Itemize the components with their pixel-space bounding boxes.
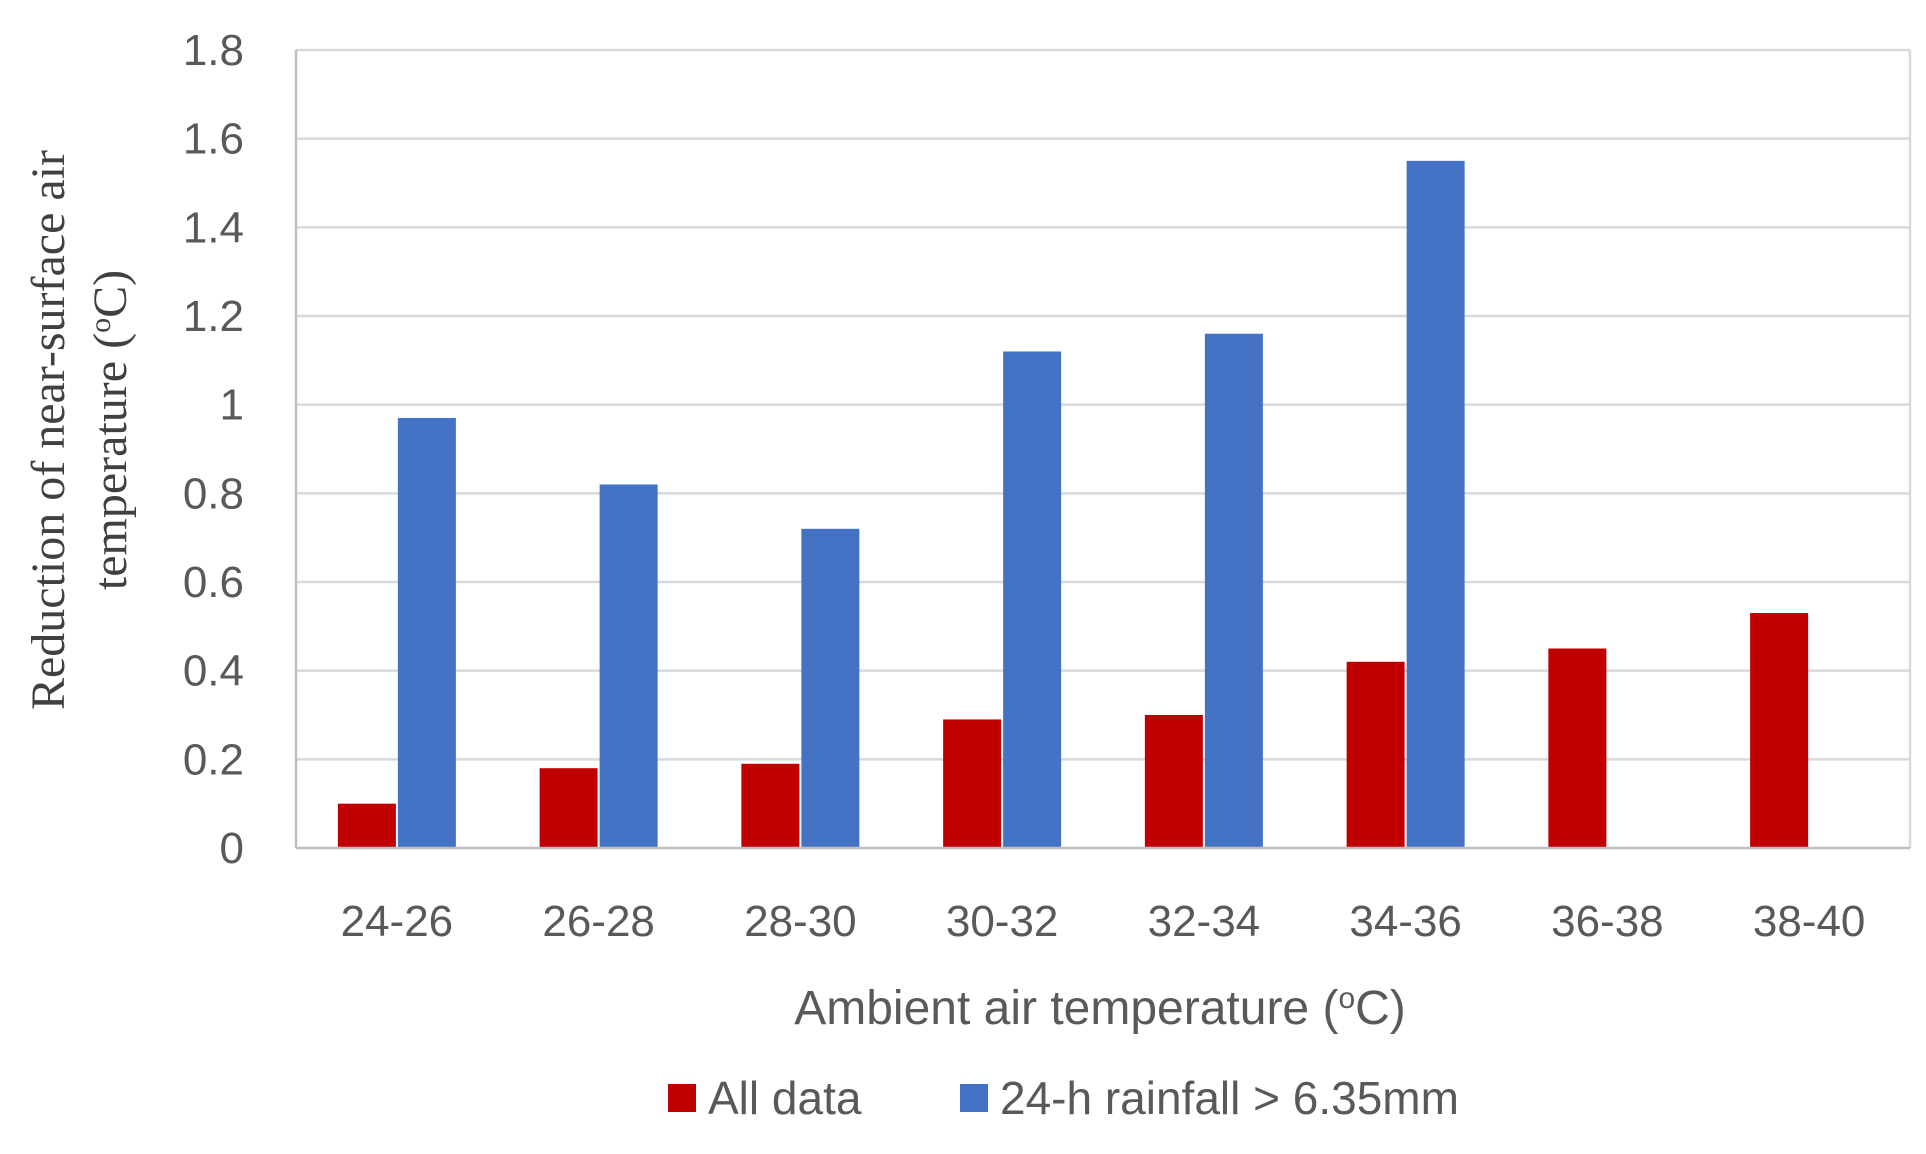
y-tick-label: 1.4 bbox=[183, 203, 244, 252]
legend: All data 24-h rainfall > 6.35mm bbox=[668, 1072, 1459, 1124]
y-tick-label: 0.8 bbox=[183, 469, 244, 518]
y-axis-title-line1: Reduction of near-surface air bbox=[22, 150, 75, 710]
bar-all-data-24-26 bbox=[337, 803, 396, 848]
bar-all-data-30-32 bbox=[943, 719, 1002, 848]
x-tick-label: 34-36 bbox=[1349, 897, 1462, 946]
bar-all-data-26-28 bbox=[539, 768, 598, 848]
y-tick-label: 0.6 bbox=[183, 558, 244, 607]
y-tick-label: 0.2 bbox=[183, 735, 244, 784]
bar-all-data-32-34 bbox=[1144, 715, 1203, 848]
y-tick-labels: 0 0.2 0.4 0.6 0.8 1 1.2 1.4 1.6 1.8 bbox=[183, 26, 244, 873]
y-tick-label: 1.6 bbox=[183, 115, 244, 164]
bar-rainfall-34-36 bbox=[1406, 160, 1465, 849]
bar-rainfall-32-34 bbox=[1204, 333, 1263, 848]
y-axis-title: Reduction of near-surface air temperatur… bbox=[22, 150, 137, 710]
bar-all-data-38-40 bbox=[1750, 613, 1809, 848]
bar-all-data-28-30 bbox=[741, 763, 800, 848]
x-tick-label: 38-40 bbox=[1753, 897, 1866, 946]
legend-label-all-data: All data bbox=[708, 1072, 862, 1124]
bar-all-data-36-38 bbox=[1548, 648, 1607, 848]
x-tick-label: 26-28 bbox=[542, 897, 655, 946]
legend-swatch-all-data bbox=[668, 1084, 696, 1112]
bar-all-data-34-36 bbox=[1346, 661, 1405, 848]
legend-swatch-rainfall bbox=[960, 1084, 988, 1112]
bar-rainfall-30-32 bbox=[1003, 351, 1062, 848]
x-axis-title: Ambient air temperature (oC) bbox=[794, 982, 1406, 1035]
y-axis-title-line2: temperature (oC) bbox=[84, 270, 137, 590]
y-tick-label: 1 bbox=[220, 381, 244, 430]
legend-label-rainfall: 24-h rainfall > 6.35mm bbox=[1000, 1072, 1459, 1124]
x-tick-label: 28-30 bbox=[744, 897, 857, 946]
x-tick-label: 24-26 bbox=[341, 897, 454, 946]
gridlines bbox=[296, 48, 1910, 761]
bar-rainfall-24-26 bbox=[397, 417, 456, 848]
y-tick-label: 1.2 bbox=[183, 292, 244, 341]
y-tick-label: 1.8 bbox=[183, 26, 244, 75]
x-tick-label: 32-34 bbox=[1148, 897, 1261, 946]
bars bbox=[337, 160, 1809, 849]
x-tick-label: 36-38 bbox=[1551, 897, 1664, 946]
x-tick-label: 30-32 bbox=[946, 897, 1059, 946]
y-tick-label: 0.4 bbox=[183, 647, 244, 696]
bar-rainfall-28-30 bbox=[801, 528, 860, 848]
axes bbox=[294, 50, 1912, 850]
x-tick-labels: 24-26 26-28 28-30 30-32 32-34 34-36 36-38 38-40 bbox=[341, 897, 1866, 946]
y-tick-label: 0 bbox=[220, 824, 244, 873]
bar-rainfall-26-28 bbox=[599, 484, 658, 848]
